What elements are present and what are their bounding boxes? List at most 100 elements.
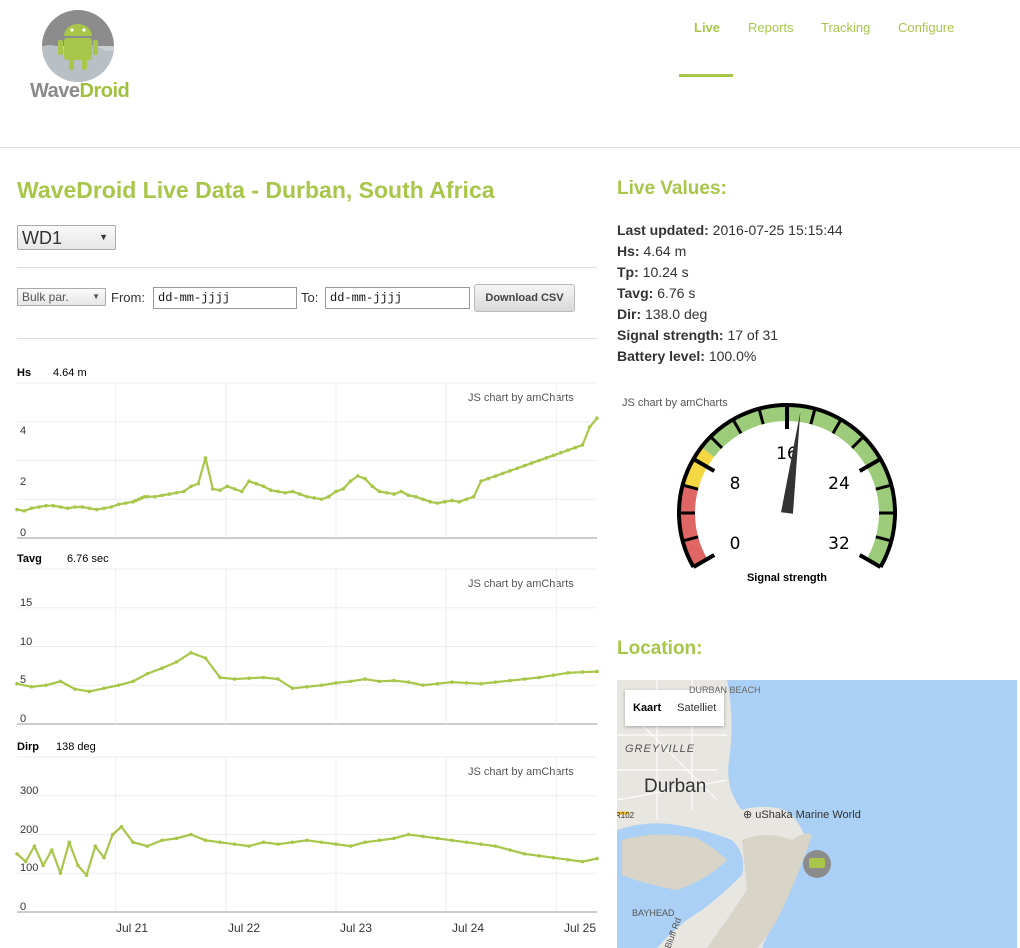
data-point xyxy=(145,671,150,676)
gauge-band-green xyxy=(701,404,895,567)
data-point xyxy=(573,445,578,450)
data-point xyxy=(134,498,138,503)
live-row-tavg: Tavg: 6.76 s xyxy=(617,285,695,301)
data-point xyxy=(261,840,266,845)
y-tick-label: 0 xyxy=(20,527,27,539)
data-point xyxy=(319,497,324,502)
data-point xyxy=(73,505,77,509)
param-select-value: Bulk par. xyxy=(22,290,69,304)
chart-panel-dirp[interactable] xyxy=(15,756,599,913)
from-date-input[interactable]: dd-mm-jjjj xyxy=(153,287,297,309)
data-point xyxy=(399,489,404,494)
data-point xyxy=(377,679,382,684)
map-type-map-button[interactable]: Kaart xyxy=(633,702,662,714)
data-point xyxy=(421,834,425,839)
data-point xyxy=(566,448,570,452)
map-label-beach: DURBAN BEACH xyxy=(689,685,761,695)
data-point xyxy=(189,832,193,837)
station-select[interactable]: WD1 ▼ xyxy=(17,225,116,250)
chart-tavg-credit[interactable]: JS chart by amCharts xyxy=(468,578,574,590)
gauge-tick xyxy=(682,535,699,543)
data-point xyxy=(84,873,89,877)
y-tick-label: 200 xyxy=(20,824,39,836)
nav-reports[interactable]: Reports xyxy=(748,20,794,35)
nav-live[interactable]: Live xyxy=(694,20,721,35)
chart-dirp-credit[interactable]: JS chart by amCharts xyxy=(468,766,574,778)
y-tick-label: 10 xyxy=(20,636,33,648)
data-point xyxy=(203,838,208,843)
data-point xyxy=(36,505,41,509)
data-point xyxy=(537,854,541,858)
chart-panel-tavg[interactable] xyxy=(15,568,599,725)
data-point xyxy=(87,689,92,694)
data-point xyxy=(116,683,121,688)
data-point xyxy=(508,469,512,473)
live-label: Dir: xyxy=(617,306,642,322)
nav-configure[interactable]: Configure xyxy=(898,20,955,35)
live-label: Tp: xyxy=(617,264,639,280)
chart-hs-credit[interactable]: JS chart by amCharts xyxy=(468,392,574,404)
gauge-tick xyxy=(682,483,699,491)
data-point xyxy=(508,848,512,852)
data-point xyxy=(326,494,331,499)
data-point xyxy=(370,484,375,489)
map-type-satellite-button[interactable]: Satelliet xyxy=(677,702,717,714)
gauge-tick xyxy=(692,457,716,473)
data-point xyxy=(493,844,498,848)
data-point xyxy=(145,494,150,499)
divider xyxy=(17,338,597,339)
data-point xyxy=(218,675,222,680)
data-point xyxy=(450,838,454,843)
data-point xyxy=(110,832,115,837)
live-value: 2016-07-25 15:15:44 xyxy=(712,222,843,238)
data-point xyxy=(142,494,147,499)
data-point xyxy=(102,506,106,511)
chart-tavg-value: 6.76 sec xyxy=(67,553,109,565)
wavedroid-logo-icon[interactable] xyxy=(40,8,116,84)
nav-active-indicator xyxy=(679,74,733,77)
param-select[interactable]: Bulk par. ▼ xyxy=(17,288,106,306)
nav-tracking[interactable]: Tracking xyxy=(821,20,871,35)
chart-panel-hs[interactable] xyxy=(15,382,599,539)
gauge-band-red xyxy=(679,485,708,567)
data-point xyxy=(268,488,273,493)
live-value: 10.24 s xyxy=(642,264,689,280)
data-point xyxy=(290,840,295,845)
data-point xyxy=(131,840,135,845)
data-point xyxy=(225,484,230,489)
map-label-route: R102 xyxy=(617,811,635,820)
x-tick-label: Jul 23 xyxy=(340,921,373,935)
data-point xyxy=(29,506,34,511)
data-point xyxy=(580,670,585,674)
data-point xyxy=(297,492,302,496)
gauge-band-yellow xyxy=(682,447,715,490)
live-row-dir: Dir: 138.0 deg xyxy=(617,306,707,322)
page-title: WaveDroid Live Data - Durban, South Afri… xyxy=(17,177,495,203)
buoy-marker-icon[interactable] xyxy=(799,848,833,882)
data-point xyxy=(218,488,222,493)
to-date-input[interactable]: dd-mm-jjjj xyxy=(325,287,470,309)
download-csv-button[interactable]: Download CSV xyxy=(474,284,575,312)
gauge-tick xyxy=(831,418,843,435)
data-point xyxy=(464,681,469,685)
location-map[interactable]: Kaart Satelliet DURBAN BEACH GREYVILLE D… xyxy=(617,680,1017,948)
data-point xyxy=(29,685,34,689)
data-point xyxy=(109,505,114,509)
brand-logo-text[interactable]: WaveDroid xyxy=(30,80,130,103)
data-point xyxy=(566,671,570,675)
y-tick-label: 4 xyxy=(20,425,27,437)
y-tick-label: 15 xyxy=(20,597,33,609)
data-point xyxy=(160,493,164,498)
data-point xyxy=(160,666,164,670)
data-point xyxy=(341,487,346,491)
time-series-charts[interactable] xyxy=(0,0,610,948)
y-tick-label: 0 xyxy=(20,713,27,725)
gauge-credit[interactable]: JS chart by amCharts xyxy=(622,397,728,409)
gauge-tick xyxy=(757,408,765,425)
live-row-tp: Tp: 10.24 s xyxy=(617,264,689,280)
data-point xyxy=(305,838,309,843)
data-point xyxy=(290,686,295,691)
divider xyxy=(17,267,597,268)
data-point xyxy=(479,681,483,686)
data-point xyxy=(377,489,382,494)
